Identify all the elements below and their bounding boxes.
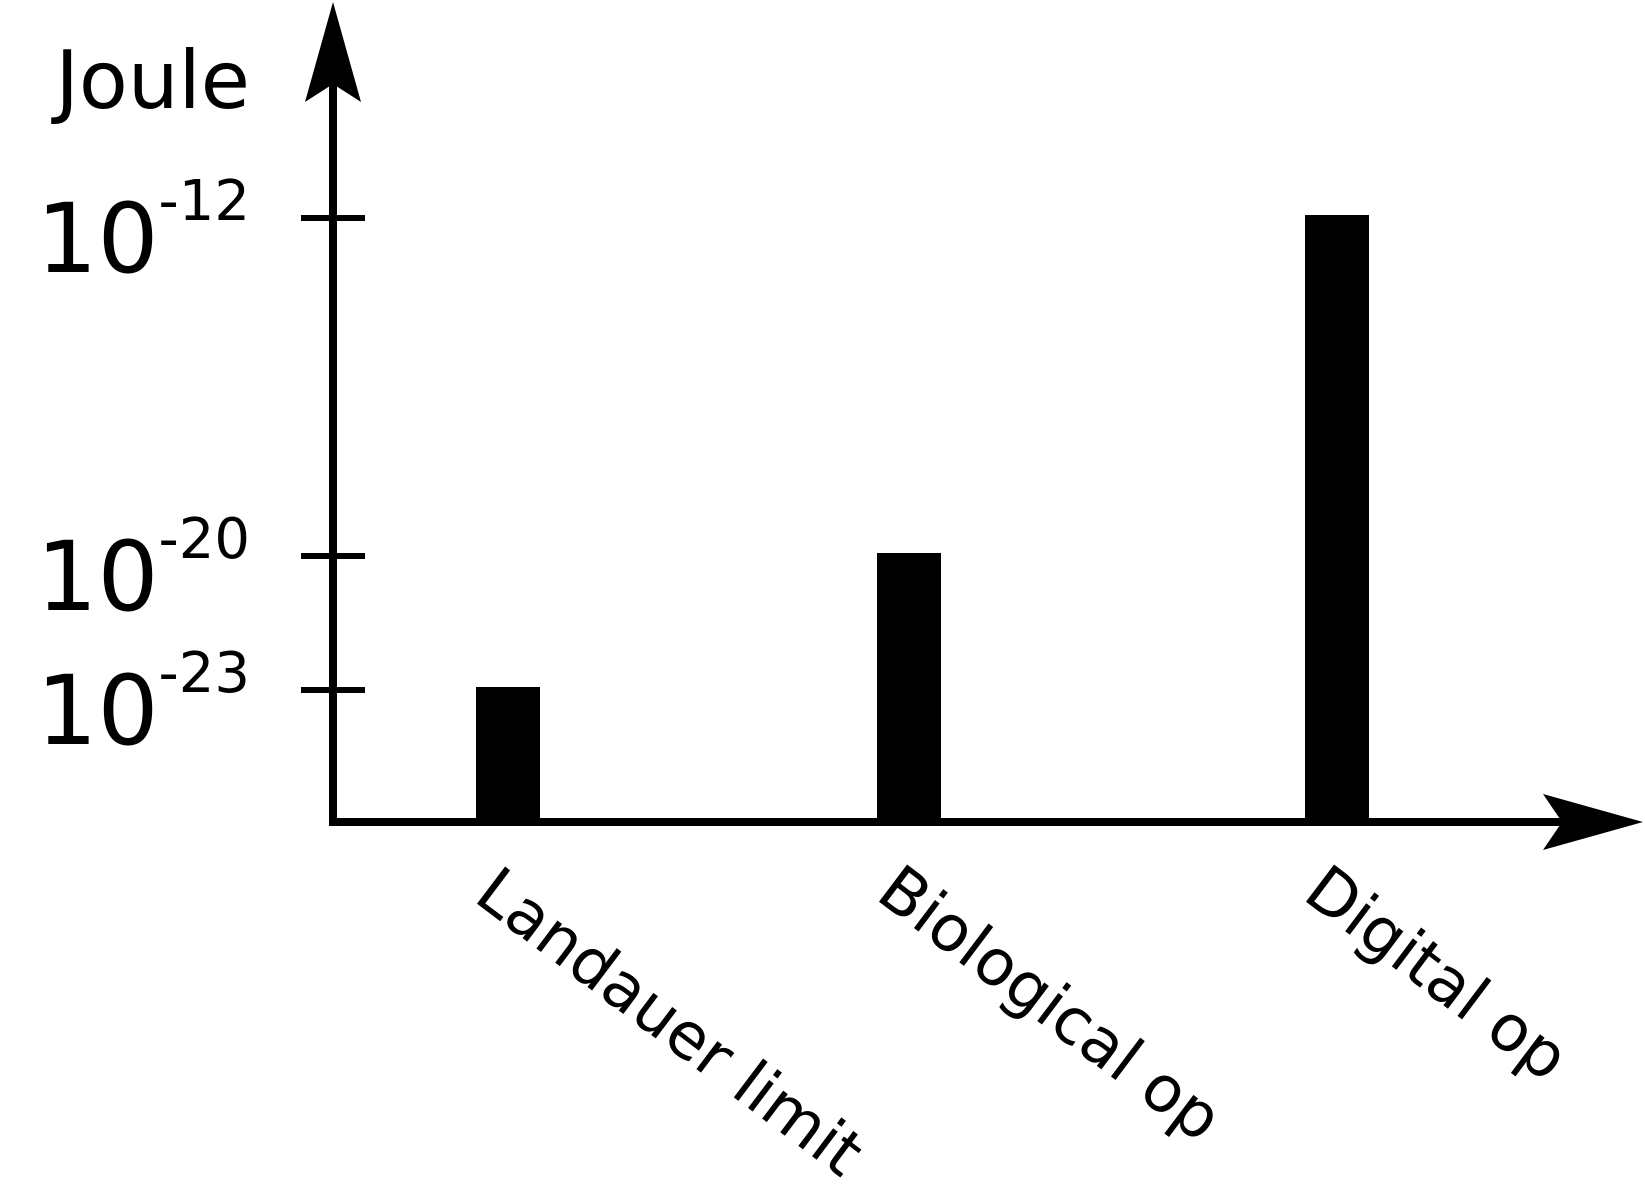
y-tick-label--23: 10-23 [36,641,250,767]
bar-biological-op [877,553,941,822]
y-tick-label-exponent: -12 [159,169,250,234]
bar-digital-op [1305,215,1369,822]
y-tick-label--12: 10-12 [36,169,250,295]
x-category-label-digital-op: Digital op [1291,852,1581,1096]
y-tick-label-exponent: -23 [159,641,250,706]
y-tick-label-exponent: -20 [159,507,250,572]
y-tick-label-base: 10 [36,521,158,633]
axes: Joule [50,2,1643,850]
y-tick-label--20: 10-20 [36,507,250,633]
x-category-label-landauer-limit: Landauer limit [462,854,876,1192]
x-axis-arrowhead [1543,794,1643,850]
y-tick-label-base: 10 [36,183,158,295]
y-tick-label-base: 10 [36,655,158,767]
y-axis-label: Joule [50,34,250,127]
bars [476,215,1369,822]
x-category-label-biological-op: Biological op [864,852,1235,1157]
y-axis-arrowhead [305,2,361,102]
bar-landauer-limit [476,687,540,822]
